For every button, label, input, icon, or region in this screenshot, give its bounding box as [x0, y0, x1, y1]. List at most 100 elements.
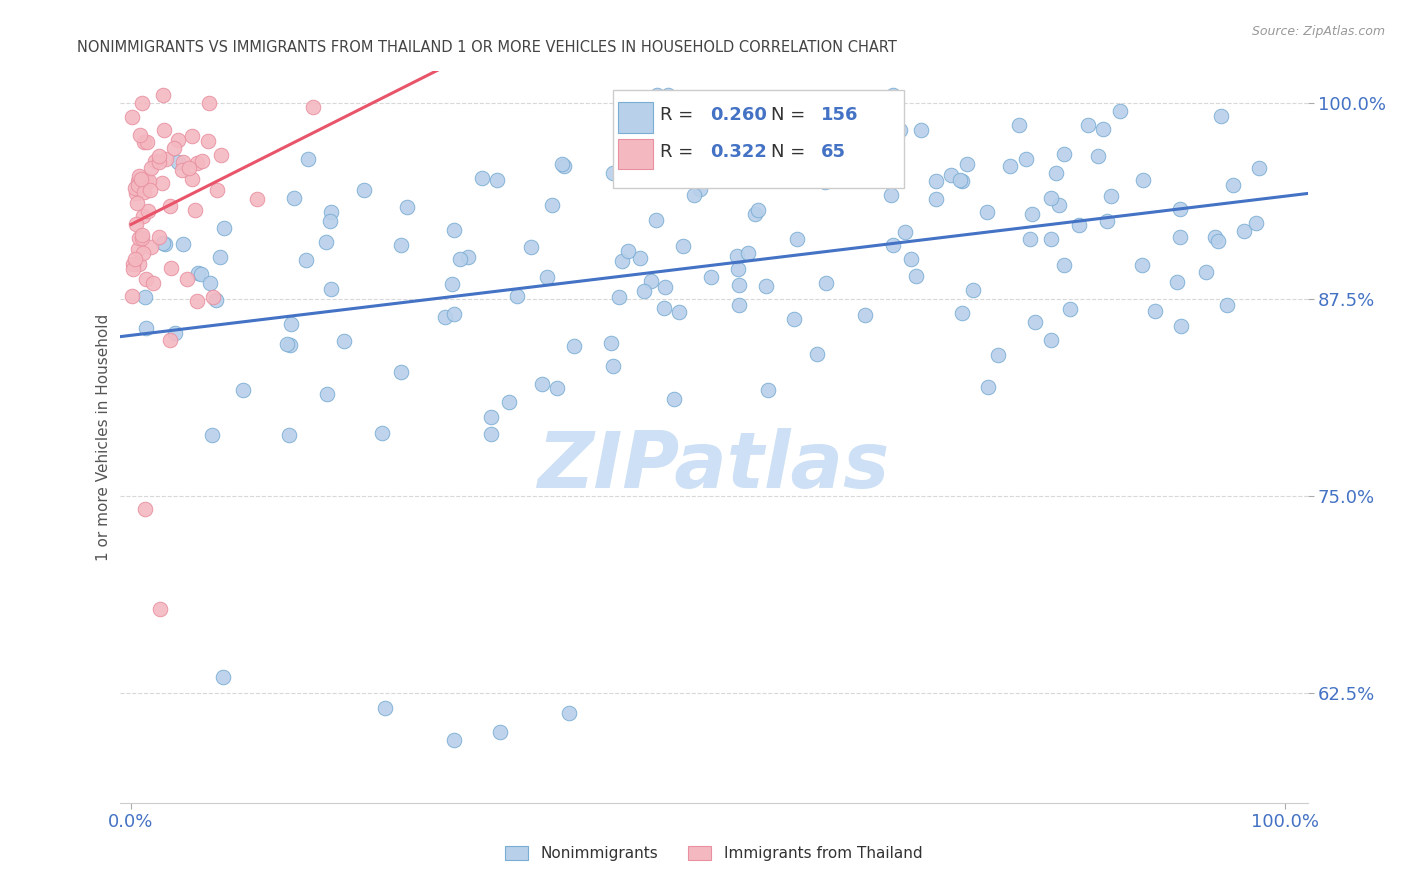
Point [134, 501, 156, 516]
Point [939, 168, 962, 182]
Point [131, 209, 153, 223]
Point [599, 336, 621, 351]
Point [755, 279, 778, 293]
Point [205, 293, 228, 307]
Y-axis label: 1 or more Vehicles in Household: 1 or more Vehicles in Household [96, 313, 111, 561]
Point [616, 244, 638, 258]
Point [1206, 234, 1229, 248]
Point [889, 122, 911, 136]
Point [728, 298, 751, 312]
Point [179, 161, 201, 175]
Point [283, 190, 305, 204]
Point [1047, 198, 1070, 212]
Point [141, 240, 163, 254]
Point [165, 326, 187, 341]
Point [152, 236, 174, 251]
Point [558, 706, 581, 720]
Text: ZIPatlas: ZIPatlas [537, 428, 890, 504]
Point [489, 725, 512, 739]
Point [128, 231, 150, 245]
Point [160, 261, 183, 276]
Point [956, 157, 979, 171]
Point [134, 290, 156, 304]
Point [602, 166, 624, 180]
Point [297, 152, 319, 166]
Point [124, 252, 146, 266]
Point [814, 175, 837, 189]
Point [181, 129, 204, 144]
Point [1170, 318, 1192, 333]
Point [167, 133, 190, 147]
Point [190, 268, 212, 282]
Point [132, 135, 155, 149]
Point [315, 235, 337, 250]
Point [191, 154, 214, 169]
Point [699, 270, 721, 285]
Point [747, 203, 769, 218]
Point [546, 381, 568, 395]
Point [125, 217, 148, 231]
Point [121, 289, 143, 303]
Point [127, 178, 149, 192]
Point [172, 154, 194, 169]
Point [149, 602, 172, 616]
Point [159, 333, 181, 347]
Point [150, 176, 173, 190]
Point [645, 88, 668, 103]
Point [668, 304, 690, 318]
Point [139, 161, 162, 176]
Point [170, 163, 193, 178]
Point [657, 87, 679, 102]
Point [900, 252, 922, 267]
Point [562, 339, 585, 353]
Point [125, 186, 148, 200]
Point [201, 427, 224, 442]
Point [950, 305, 973, 319]
Point [950, 174, 973, 188]
Point [187, 266, 209, 280]
Point [976, 204, 998, 219]
Point [506, 289, 529, 303]
Point [128, 169, 150, 184]
Point [129, 171, 152, 186]
Point [553, 159, 575, 173]
Point [209, 148, 232, 162]
Point [602, 359, 624, 373]
Point [294, 253, 316, 268]
Point [683, 187, 706, 202]
Point [654, 280, 676, 294]
Point [1053, 259, 1076, 273]
Point [143, 153, 166, 168]
Point [135, 173, 157, 187]
Point [1222, 178, 1244, 193]
Point [1095, 214, 1118, 228]
Point [1168, 230, 1191, 244]
Point [278, 338, 301, 352]
Text: 156: 156 [821, 106, 858, 124]
Point [353, 183, 375, 197]
Point [122, 261, 145, 276]
Point [471, 171, 494, 186]
Point [1166, 275, 1188, 289]
Point [132, 245, 155, 260]
Point [172, 237, 194, 252]
Point [333, 334, 356, 348]
Point [212, 670, 235, 684]
Point [925, 174, 948, 188]
Point [433, 310, 456, 324]
Point [607, 290, 630, 304]
Point [1244, 216, 1267, 230]
Point [1008, 118, 1031, 132]
Point [1045, 166, 1067, 180]
Point [689, 182, 711, 196]
Point [882, 87, 904, 102]
Point [815, 277, 838, 291]
Point [197, 134, 219, 148]
Point [389, 237, 412, 252]
Point [1024, 315, 1046, 329]
Point [163, 141, 186, 155]
Point [727, 277, 749, 292]
Point [1216, 297, 1239, 311]
Point [1194, 265, 1216, 279]
Point [1249, 161, 1271, 175]
